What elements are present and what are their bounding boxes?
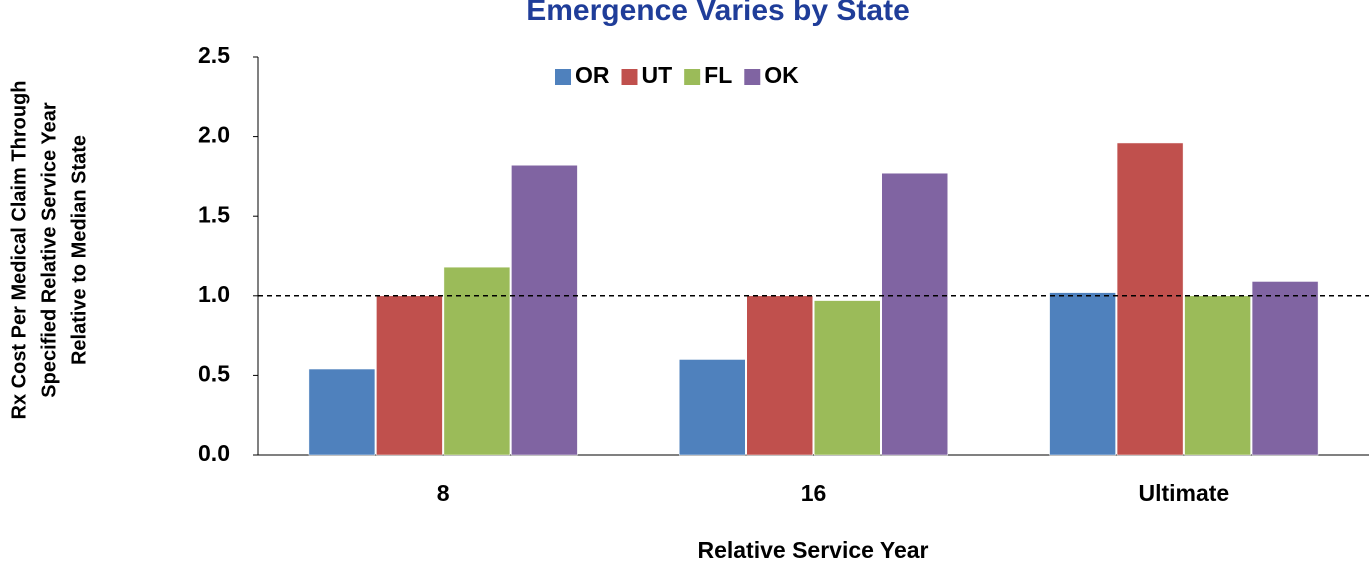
bar [1049,292,1116,456]
bar [679,359,746,456]
bar [376,295,443,456]
y-tick-label: 0.0 [198,440,230,466]
legend-label: OR [575,62,610,88]
bar [308,368,376,456]
bar [746,295,813,456]
legend-swatch [621,69,638,85]
y-axis-title-line: Relative to Median State [68,135,90,365]
y-tick-label: 0.5 [198,360,230,386]
chart-title: Emergence Varies by State [526,0,910,27]
bar [814,300,881,456]
y-tick-label: 2.0 [198,122,230,148]
bar [881,172,948,456]
legend-swatch [684,69,701,85]
bar [1251,281,1319,456]
bar [443,266,511,456]
x-tick-label: 16 [801,480,827,506]
y-axis-title: Rx Cost Per Medical Claim Through Specif… [8,81,90,420]
y-tick-label: 2.5 [198,42,230,68]
y-tick-label: 1.5 [198,201,230,227]
x-axis-title: Relative Service Year [697,537,928,563]
y-axis-title-line: Specified Relative Service Year [38,102,60,398]
y-tick-label: 1.0 [198,281,230,307]
bar [1184,295,1251,456]
legend-label: OK [764,62,799,88]
legend-label: FL [704,62,732,88]
bar [1116,142,1184,456]
legend-swatch [555,69,571,85]
legend-label: UT [642,62,673,88]
x-tick-label: 8 [437,480,450,506]
y-axis-title-line: Rx Cost Per Medical Claim Through [8,81,30,420]
legend-swatch [744,69,761,85]
bar [511,165,578,456]
x-tick-label: Ultimate [1138,480,1229,506]
